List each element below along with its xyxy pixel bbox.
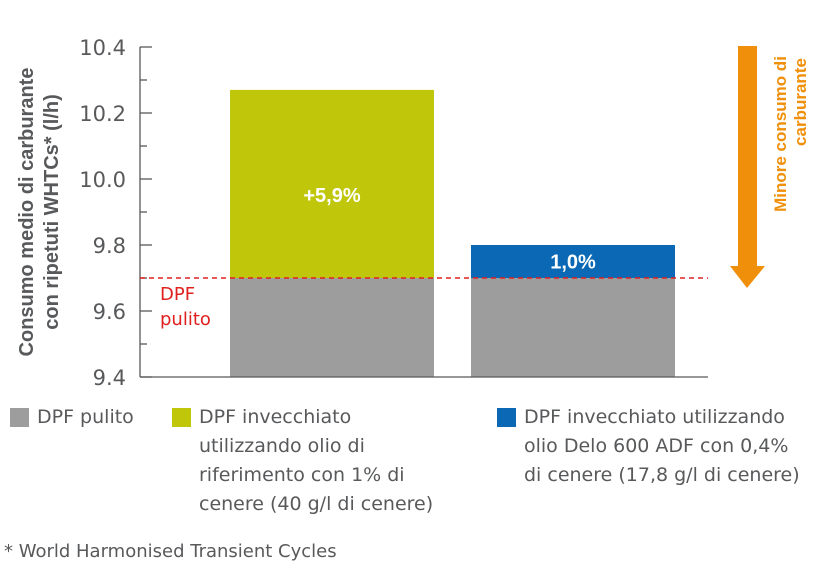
legend-text-line: di cenere (17,8 g/l di cenere) bbox=[524, 464, 800, 486]
reference-line-label: DPF bbox=[160, 284, 195, 305]
down-arrow-shaft bbox=[738, 46, 757, 268]
legend-text-line: utilizzando olio di bbox=[199, 435, 365, 457]
legend-swatch-gray bbox=[10, 408, 29, 427]
legend-text-line: DPF invecchiato utilizzando bbox=[524, 406, 785, 428]
legend-swatch-blue bbox=[497, 408, 516, 427]
legend-text-line: DPF pulito bbox=[37, 406, 134, 428]
bar-chart: +5,9% 1,0% 10.4 10.2 10.0 9.8 9.6 9.4 DPF pulito C… bbox=[16, 36, 810, 390]
y-tick-label: 9.6 bbox=[93, 300, 126, 324]
bar-increment-segment bbox=[471, 245, 675, 278]
bar-base-segment bbox=[471, 278, 675, 377]
bar-increment-segment bbox=[230, 89, 434, 279]
legend-text-line: DPF invecchiato bbox=[199, 406, 352, 428]
y-tick-label: 10.2 bbox=[79, 102, 126, 126]
bar-data-label: +5,9% bbox=[303, 185, 360, 207]
arrow-label-line1: Minore consumo di bbox=[771, 56, 790, 212]
footnote: * World Harmonised Transient Cycles bbox=[4, 541, 337, 562]
bar-base-segment bbox=[230, 278, 434, 377]
reference-line-label: pulito bbox=[160, 309, 211, 330]
legend-swatch-green bbox=[172, 408, 191, 427]
legend-text-line: riferimento con 1% di bbox=[199, 464, 405, 486]
y-axis-title-line1: Consumo medio di carburante bbox=[16, 68, 38, 357]
legend-text-line: olio Delo 600 ADF con 0,4% bbox=[524, 435, 789, 457]
bar-data-label: 1,0% bbox=[550, 252, 596, 274]
legend-text-line: cenere (40 g/l di cenere) bbox=[199, 493, 434, 515]
y-tick-label: 10.4 bbox=[79, 36, 126, 60]
y-tick-label: 9.8 bbox=[93, 234, 126, 258]
y-axis-title-line2: con ripetuti WHTCs* (l/h) bbox=[41, 94, 63, 330]
arrow-label-line2: carburante bbox=[791, 58, 810, 146]
y-tick-label: 9.4 bbox=[93, 366, 126, 390]
y-tick-label: 10.0 bbox=[79, 168, 126, 192]
down-arrow-head bbox=[730, 266, 765, 288]
